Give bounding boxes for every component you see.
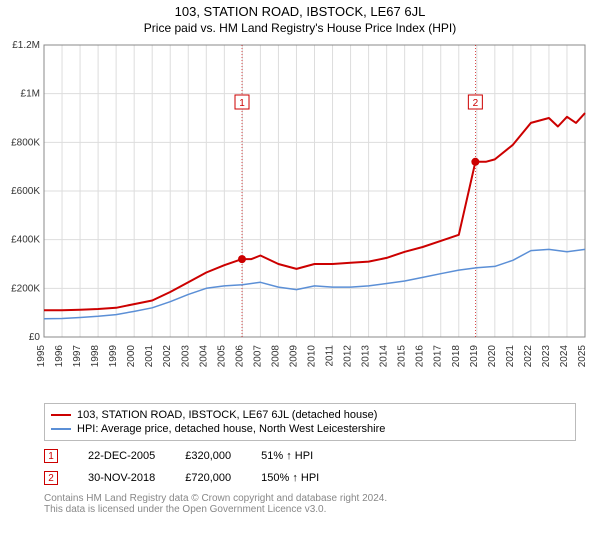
svg-text:2000: 2000 [126,345,137,368]
svg-text:2016: 2016 [415,345,426,368]
sale-vs-hpi: 150% ↑ HPI [261,472,319,484]
chart-plot-area: £0 £200K £400K £600K £800K £1M £1.2M 1995 1996 19… [0,37,600,397]
svg-text:2008: 2008 [270,345,281,368]
legend-swatch [51,414,71,416]
svg-text:2019: 2019 [469,345,480,368]
svg-text:2014: 2014 [379,345,390,368]
svg-text:1999: 1999 [108,345,119,368]
legend-swatch [51,428,71,430]
svg-text:1996: 1996 [54,345,65,368]
svg-text:2: 2 [473,98,479,109]
svg-text:2001: 2001 [144,345,155,368]
svg-text:2004: 2004 [198,345,209,368]
svg-text:1997: 1997 [72,345,83,368]
sale-marker-icon: 2 [44,471,58,485]
svg-text:2021: 2021 [505,345,516,368]
svg-text:2022: 2022 [523,345,534,368]
chart-svg: £0 £200K £400K £600K £800K £1M £1.2M 1995 1996 19… [0,37,600,397]
legend-label: 103, STATION ROAD, IBSTOCK, LE67 6JL (de… [77,409,377,421]
legend-item: 103, STATION ROAD, IBSTOCK, LE67 6JL (de… [51,408,569,422]
svg-text:2025: 2025 [577,345,588,368]
svg-text:2020: 2020 [487,345,498,368]
svg-text:£1.2M: £1.2M [12,40,40,51]
sales-list: 1 22-DEC-2005 £320,000 51% ↑ HPI 2 30-NO… [44,445,576,489]
svg-text:2005: 2005 [216,345,227,368]
svg-text:2006: 2006 [234,345,245,368]
svg-text:£0: £0 [29,332,41,343]
svg-text:2009: 2009 [288,345,299,368]
svg-text:£1M: £1M [21,89,40,100]
svg-text:2010: 2010 [307,345,318,368]
sale-marker-icon: 1 [44,449,58,463]
chart-container: 103, STATION ROAD, IBSTOCK, LE67 6JL Pri… [0,0,600,515]
svg-text:1995: 1995 [36,345,47,368]
attribution-footer: Contains HM Land Registry data © Crown c… [44,493,576,515]
svg-text:2018: 2018 [451,345,462,368]
svg-text:2017: 2017 [433,345,444,368]
svg-text:2013: 2013 [361,345,372,368]
legend-label: HPI: Average price, detached house, Nort… [77,423,385,435]
sale-row: 1 22-DEC-2005 £320,000 51% ↑ HPI [44,445,576,467]
svg-text:£400K: £400K [11,235,40,246]
sale-price: £320,000 [185,450,231,462]
svg-text:2012: 2012 [343,345,354,368]
sale-vs-hpi: 51% ↑ HPI [261,450,313,462]
sale-row: 2 30-NOV-2018 £720,000 150% ↑ HPI [44,467,576,489]
sale-price: £720,000 [185,472,231,484]
svg-text:2007: 2007 [252,345,263,368]
svg-text:1998: 1998 [90,345,101,368]
legend-box: 103, STATION ROAD, IBSTOCK, LE67 6JL (de… [44,403,576,441]
chart-subtitle: Price paid vs. HM Land Registry's House … [0,19,600,37]
svg-text:2011: 2011 [325,345,336,367]
sale-date: 22-DEC-2005 [88,450,155,462]
svg-text:2003: 2003 [180,345,191,368]
legend-item: HPI: Average price, detached house, Nort… [51,422,569,436]
svg-text:£200K: £200K [11,283,40,294]
svg-text:2024: 2024 [559,345,570,368]
svg-text:£600K: £600K [11,186,40,197]
svg-text:2002: 2002 [162,345,173,368]
svg-text:1: 1 [239,98,245,109]
footer-line: Contains HM Land Registry data © Crown c… [44,493,576,504]
sale-date: 30-NOV-2018 [88,472,155,484]
chart-title: 103, STATION ROAD, IBSTOCK, LE67 6JL [0,0,600,19]
svg-text:£800K: £800K [11,137,40,148]
svg-text:2023: 2023 [541,345,552,368]
svg-text:2015: 2015 [397,345,408,368]
footer-line: This data is licensed under the Open Gov… [44,504,576,515]
